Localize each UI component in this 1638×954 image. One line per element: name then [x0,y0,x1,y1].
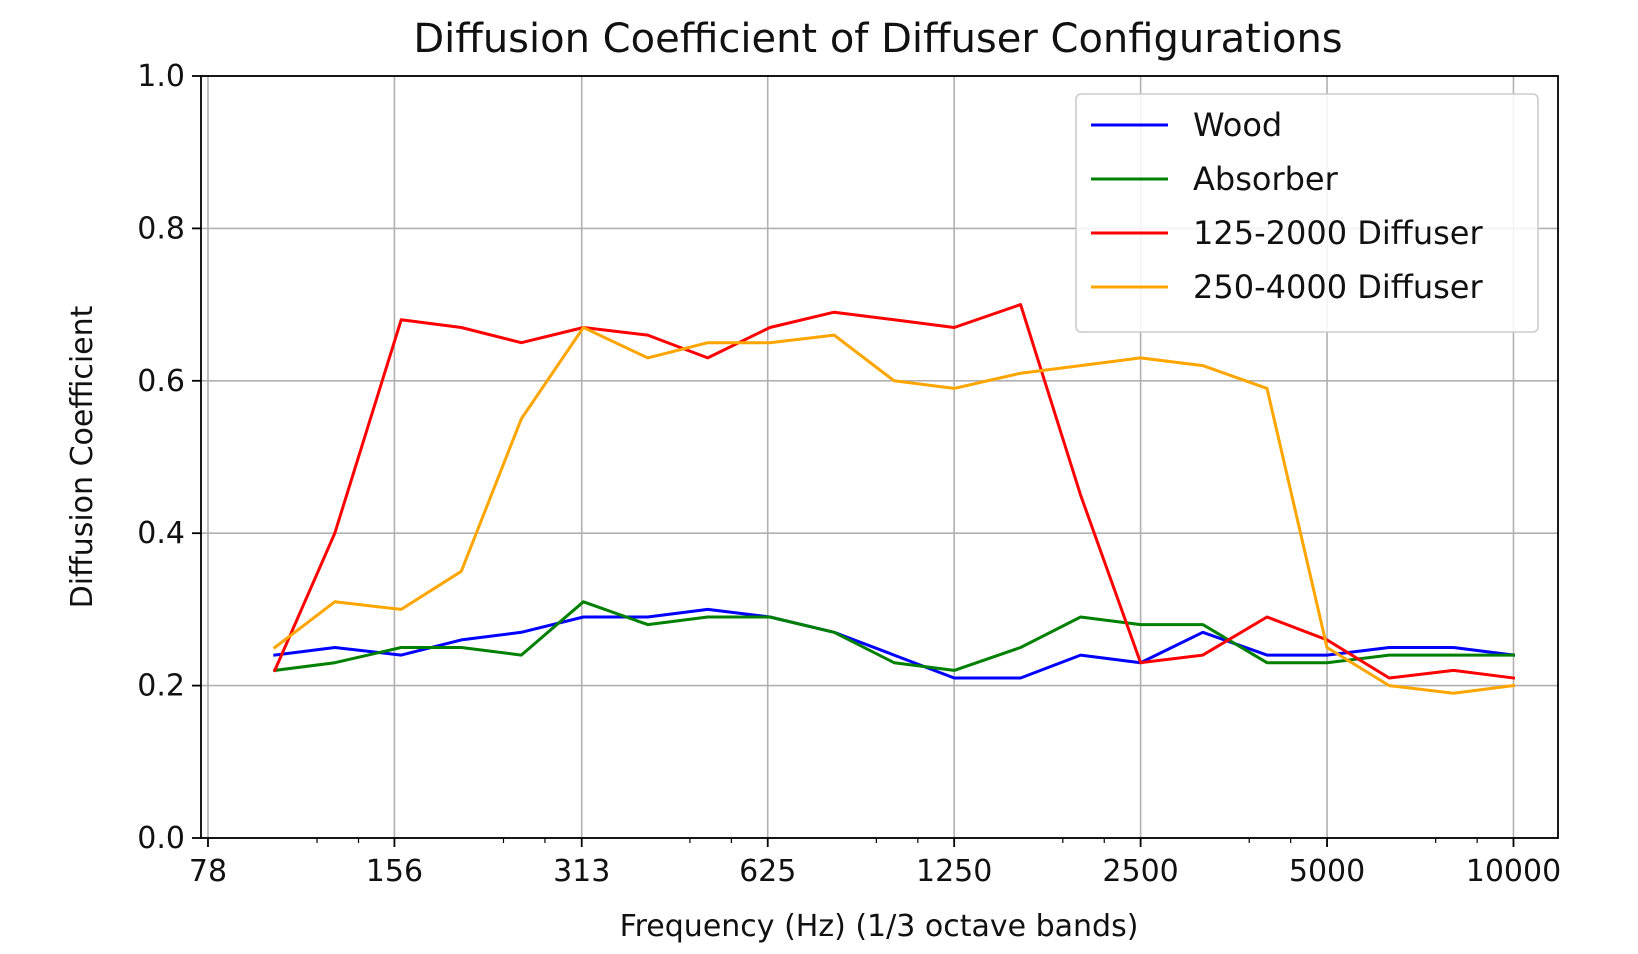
y-tick-label: 1.0 [137,59,185,94]
legend-label: Absorber [1193,160,1339,198]
legend-label: 250-4000 Diffuser [1193,268,1483,306]
x-tick-label: 1250 [916,854,992,889]
legend-label: Wood [1193,106,1282,144]
legend-label: 125-2000 Diffuser [1193,214,1483,252]
series-points [274,327,1514,694]
y-tick-label: 0.6 [137,364,185,399]
plot-frame [200,75,1559,839]
legend: Wood Absorber 125-2000 Diffuser 250-4000 Di… [1075,93,1539,333]
x-tick-label: 78 [189,854,227,889]
y-tick-label: 0.2 [137,669,185,704]
series-line-250-4000-diffuser [272,326,1516,695]
y-tick-label: 0.4 [137,516,185,551]
series-lines [272,303,1516,695]
y-tick-label: 0.0 [137,821,185,856]
legend-box [1075,93,1539,333]
axes: 78 156 313 625 1250 2500 5000 10000 0.0 0.2 0.4 0.6… [137,59,1561,889]
series-line-125-2000-diffuser [272,303,1516,680]
x-tick-label: 5000 [1289,854,1365,889]
series-line-absorber [273,600,1515,673]
x-axis-label: Frequency (Hz) (1/3 octave bands) [620,909,1139,944]
x-tick-label: 313 [553,854,610,889]
series-line-wood [273,607,1516,680]
x-tick-label: 2500 [1102,854,1178,889]
series-points [274,304,1514,678]
chart-title: Diffusion Coefficient of Diffuser Config… [413,16,1342,62]
y-axis-label: Diffusion Coefficient [65,305,100,608]
x-tick-label: 625 [739,854,796,889]
x-tick-label: 10000 [1466,854,1561,889]
y-tick-label: 0.8 [137,211,185,246]
x-tick-label: 156 [366,854,423,889]
series-points [274,601,1514,671]
